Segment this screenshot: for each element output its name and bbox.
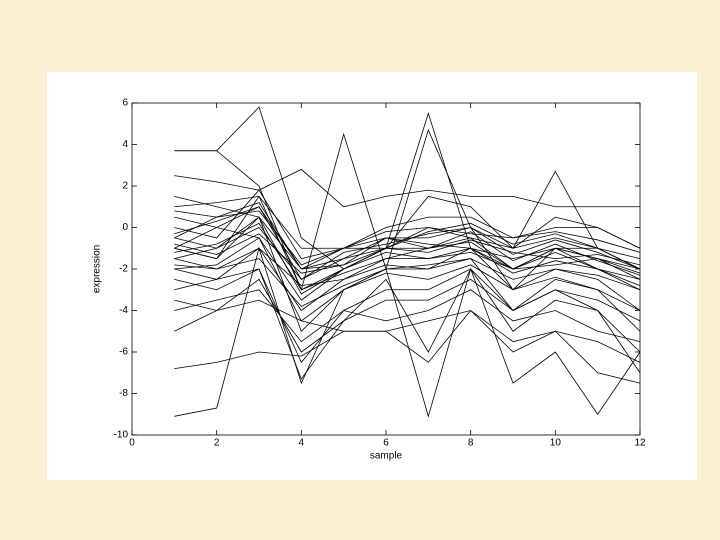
series-line	[174, 309, 641, 384]
y-tick-label: -6	[119, 347, 128, 358]
y-tick-label: 2	[122, 181, 128, 192]
series-line	[174, 268, 641, 364]
series-line	[174, 258, 641, 307]
series-line	[174, 189, 641, 270]
x-tick-label: 4	[299, 438, 305, 449]
series-line	[174, 168, 640, 208]
y-axis-label: expression	[92, 245, 103, 293]
series-line	[174, 227, 641, 280]
series-line	[174, 233, 641, 274]
x-tick-label: 10	[550, 438, 562, 449]
x-axis-label: sample	[370, 451, 403, 462]
series-line	[174, 216, 641, 332]
y-tick-label: -4	[119, 305, 128, 316]
series-line	[174, 278, 641, 353]
series-line	[174, 195, 641, 270]
y-tick-label: -8	[119, 388, 128, 399]
series-line	[174, 227, 641, 301]
series-line	[174, 268, 641, 380]
series-line	[174, 210, 641, 266]
series-line	[174, 216, 641, 295]
y-tick-label: 0	[122, 222, 128, 233]
series-line	[174, 246, 641, 418]
x-tick-label: 0	[129, 438, 135, 449]
series-line	[174, 206, 641, 270]
series-line	[174, 247, 641, 312]
series-line	[174, 128, 641, 291]
y-tick-label: -2	[119, 264, 128, 275]
x-tick-label: 2	[214, 438, 220, 449]
x-tick-label: 12	[634, 438, 646, 449]
series-line	[174, 237, 641, 322]
y-tick-label: -10	[114, 430, 129, 441]
series-line	[174, 247, 641, 287]
y-tick-label: 6	[122, 98, 128, 109]
series-line	[174, 206, 641, 280]
series-line	[174, 222, 641, 291]
y-tick-label: 4	[122, 139, 128, 150]
series-line	[174, 299, 641, 363]
x-tick-label: 8	[468, 438, 474, 449]
series-line	[174, 202, 641, 276]
x-tick-label: 6	[383, 438, 389, 449]
